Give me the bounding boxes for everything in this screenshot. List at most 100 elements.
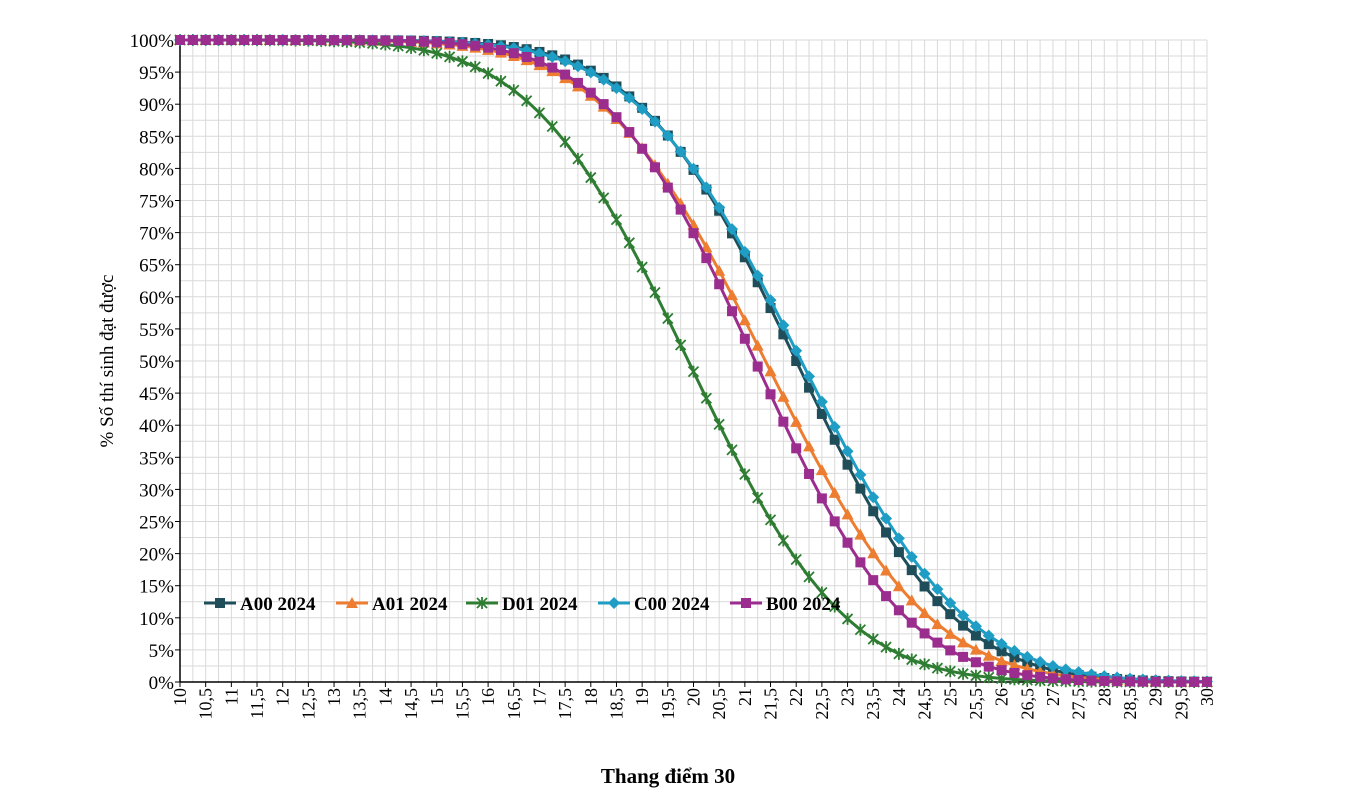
x-tick-label: 30: [1197, 688, 1217, 706]
series-point: [1035, 671, 1046, 682]
y-tick-label: 45%: [139, 384, 174, 405]
x-tick-label: 17: [529, 688, 549, 706]
x-tick-label: 18,5: [606, 688, 626, 720]
series-point: [1009, 667, 1020, 678]
series-point: [1112, 676, 1123, 687]
series-point: [1150, 676, 1161, 687]
series-point: [675, 339, 687, 352]
series-point: [906, 565, 917, 576]
series-point: [854, 528, 867, 540]
y-tick-label: 90%: [139, 95, 174, 116]
series-point: [841, 612, 854, 625]
y-tick-label: 100%: [130, 31, 175, 52]
series-point: [944, 597, 957, 610]
series-point: [738, 314, 751, 326]
series-point: [777, 319, 790, 332]
series-point: [1137, 676, 1148, 687]
legend-item: A01 2024: [336, 594, 448, 615]
series-point: [329, 35, 340, 46]
series-point: [919, 581, 930, 592]
x-tick-label: 10: [170, 688, 190, 706]
legend-label: D01 2024: [502, 594, 578, 615]
series-point: [983, 671, 995, 684]
series-point: [918, 567, 931, 580]
series-point: [893, 547, 904, 558]
series-point: [815, 464, 828, 476]
series-point: [418, 36, 429, 47]
series-point: [546, 120, 558, 133]
series-point: [290, 35, 301, 46]
series-point: [804, 468, 815, 479]
series-point: [483, 42, 494, 53]
series-point: [687, 162, 700, 175]
series-point: [584, 66, 597, 79]
y-tick-label: 35%: [139, 448, 174, 469]
x-tick-label: 28: [1094, 688, 1114, 706]
series-point: [905, 594, 918, 606]
series-point: [958, 651, 969, 662]
series-point: [226, 35, 237, 46]
series-lines: [174, 34, 1213, 688]
series-point: [406, 36, 417, 47]
x-tick-label: 16: [478, 688, 498, 706]
series-point: [829, 516, 840, 527]
y-tick-label: 55%: [139, 320, 174, 341]
series-point: [764, 513, 777, 526]
series-point: [764, 365, 777, 377]
series-point: [611, 112, 622, 123]
series-point: [791, 443, 802, 454]
y-tick-label: 70%: [139, 224, 174, 245]
series-point: [945, 645, 956, 656]
series-point: [995, 654, 1008, 666]
series-point: [726, 443, 738, 456]
y-tick-label: 65%: [139, 256, 174, 277]
x-tick-label: 29,5: [1171, 688, 1191, 720]
series-point: [931, 618, 944, 630]
series-point: [854, 468, 867, 481]
series-point: [816, 493, 827, 504]
x-tick-label: 23,5: [863, 688, 883, 720]
x-tick-label: 24: [889, 688, 909, 706]
series-point: [585, 87, 596, 98]
series-point: [880, 512, 893, 525]
series-point: [585, 171, 597, 184]
series-point: [881, 527, 892, 538]
series-point: [713, 418, 725, 431]
series-point: [970, 630, 981, 641]
series-point: [945, 609, 956, 620]
series-point: [239, 35, 250, 46]
series-point: [649, 162, 660, 173]
series-point: [572, 77, 583, 88]
series-point: [393, 35, 404, 46]
series-point: [867, 633, 879, 646]
legend-item: D01 2024: [466, 594, 578, 615]
series-point: [547, 62, 558, 73]
x-tick-label: 29: [1146, 688, 1166, 706]
series-point: [893, 605, 904, 616]
series-point: [444, 38, 455, 49]
x-tick-label: 23: [838, 688, 858, 706]
series-point: [713, 264, 726, 276]
series-point: [456, 55, 469, 68]
series-point: [982, 649, 995, 661]
series-point: [739, 468, 751, 481]
x-tick-label: 20,5: [709, 688, 729, 720]
series-point: [1059, 663, 1072, 676]
series-point: [764, 294, 777, 307]
series-point: [790, 415, 803, 427]
series-point: [1008, 659, 1021, 671]
series-point: [995, 637, 1008, 650]
x-axis-label: Thang điểm 30: [601, 764, 735, 788]
series-point: [996, 646, 1007, 657]
series-point: [957, 609, 970, 622]
series-point: [868, 506, 879, 517]
x-tick-label: 27: [1043, 688, 1063, 706]
x-tick-label: 24,5: [915, 688, 935, 720]
x-tick-label: 11,5: [247, 688, 267, 719]
series-point: [533, 106, 546, 119]
series-point: [200, 35, 211, 46]
series-point: [790, 344, 803, 357]
series-point: [571, 60, 584, 73]
y-axis-label: % Số thí sinh đạt được: [97, 275, 118, 448]
